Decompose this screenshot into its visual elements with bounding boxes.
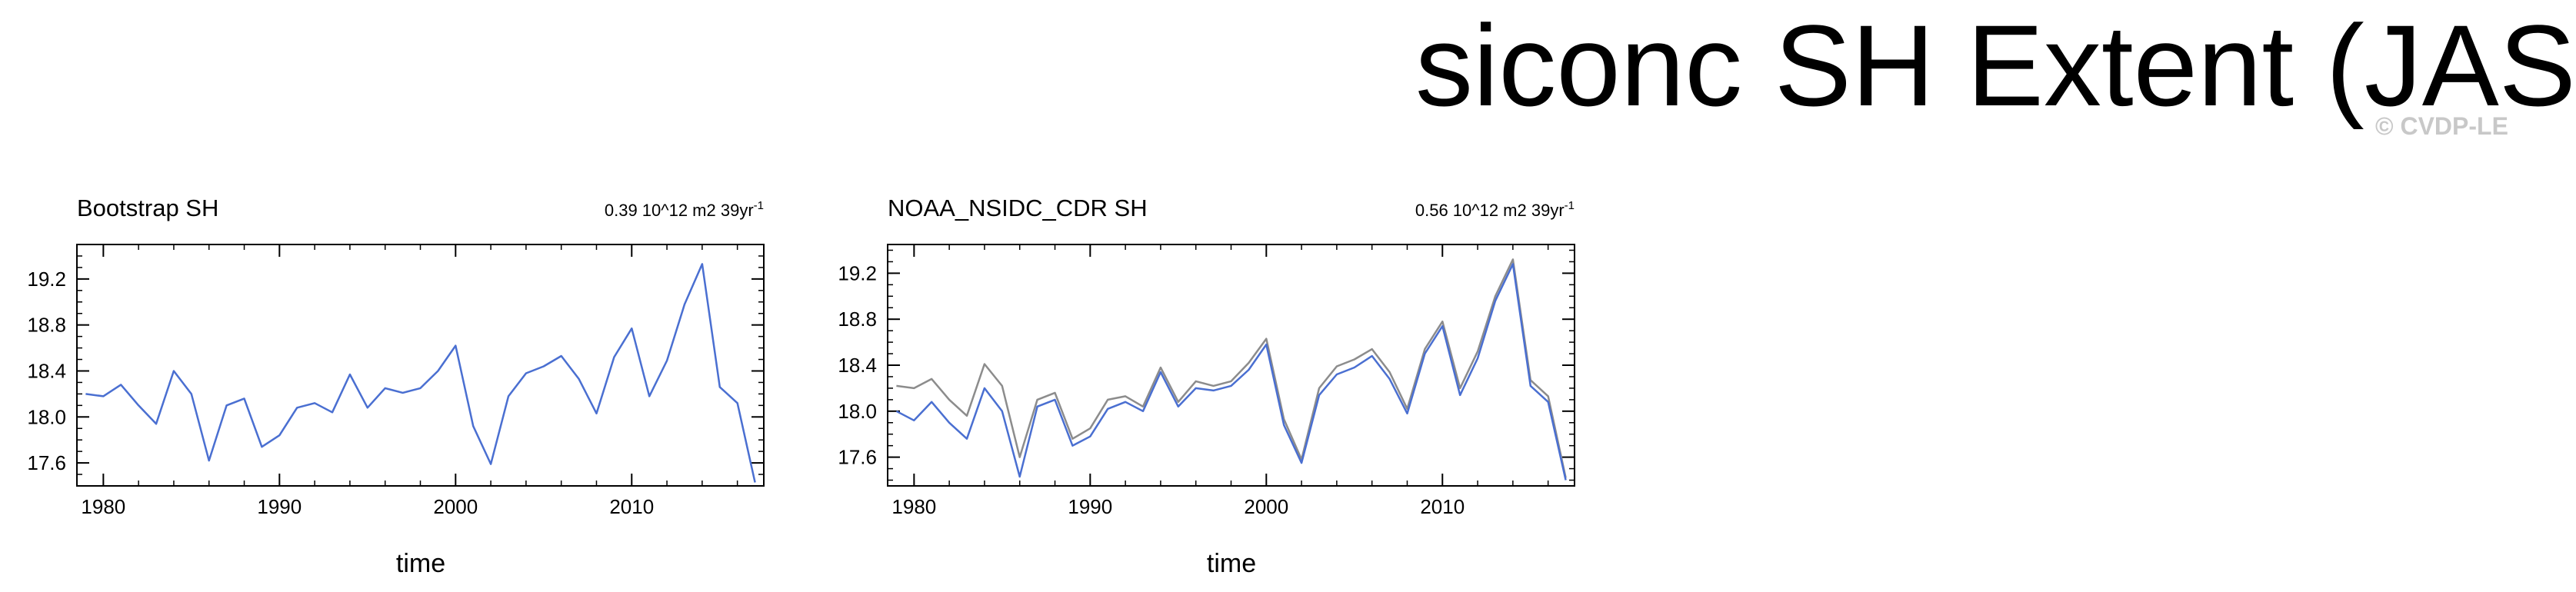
chart-panel-bootstrap: Bootstrap SH 0.39 10^12 m2 39yr-1 1980 19…: [27, 195, 765, 578]
y-tick-label: 17.6: [27, 451, 66, 474]
page-title: siconc SH Extent (JAS): [1415, 1, 2576, 130]
y-tick-label: 18.4: [27, 359, 66, 382]
chart-title: Bootstrap SH: [77, 195, 218, 221]
x-tick-label: 1990: [1068, 495, 1112, 518]
y-tick-label: 18.4: [838, 354, 877, 377]
x-axis-title: time: [396, 549, 445, 578]
plot-area: 1980 1990 2000 2010 17.6 18.0 18.4 18.8 19.2: [838, 244, 1575, 518]
x-tick-label: 2010: [609, 495, 654, 518]
series-line-0: [85, 263, 756, 483]
series-line-0: [896, 258, 1567, 478]
x-tick-label: 1980: [81, 495, 125, 518]
trend-label: 0.56 10^12 m2 39yr-1: [1415, 199, 1575, 220]
y-tick-label: 19.2: [27, 268, 66, 291]
chart-title: NOAA_NSIDC_CDR SH: [888, 195, 1148, 221]
y-tick-label: 18.0: [838, 400, 877, 423]
x-axis-title: time: [1207, 549, 1256, 578]
x-tick-label: 1990: [257, 495, 302, 518]
x-tick-label: 1980: [891, 495, 936, 518]
trend-label: 0.39 10^12 m2 39yr-1: [605, 199, 764, 220]
watermark: © CVDP-LE: [2375, 112, 2508, 140]
chart-panel-noaa: NOAA_NSIDC_CDR SH 0.56 10^12 m2 39yr-1 1…: [838, 195, 1575, 578]
y-tick-label: 18.8: [27, 314, 66, 337]
y-tick-label: 17.6: [838, 446, 877, 469]
x-tick-label: 2000: [433, 495, 478, 518]
y-tick-label: 19.2: [838, 261, 877, 284]
plot-frame: [76, 244, 765, 487]
y-tick-label: 18.8: [838, 308, 877, 331]
y-tick-label: 18.0: [27, 405, 66, 428]
series-line-1: [895, 263, 1567, 481]
x-tick-label: 2010: [1420, 495, 1465, 518]
x-tick-label: 2000: [1244, 495, 1288, 518]
plot-area: 1980 1990 2000 2010 17.6 18.0 18.4 18.8 19.2: [27, 244, 765, 518]
